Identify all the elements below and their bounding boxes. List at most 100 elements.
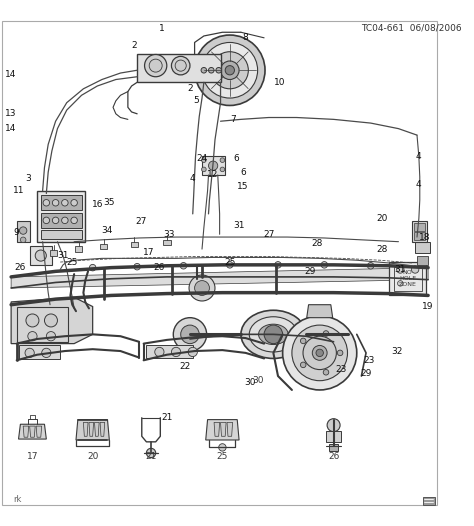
Circle shape bbox=[173, 318, 207, 351]
Circle shape bbox=[411, 266, 419, 273]
Text: rk: rk bbox=[13, 495, 21, 504]
Text: 26: 26 bbox=[15, 263, 26, 272]
Ellipse shape bbox=[241, 310, 306, 358]
Text: 7: 7 bbox=[231, 115, 237, 124]
Bar bbox=[41, 213, 82, 228]
Circle shape bbox=[220, 167, 225, 171]
Circle shape bbox=[201, 167, 206, 171]
Circle shape bbox=[25, 348, 34, 358]
Circle shape bbox=[201, 158, 206, 163]
Text: TC04-661  06/08/2006: TC04-661 06/08/2006 bbox=[361, 23, 462, 32]
Circle shape bbox=[35, 250, 46, 261]
Text: 18: 18 bbox=[419, 232, 430, 241]
Bar bbox=[417, 256, 428, 265]
Bar bbox=[415, 241, 430, 253]
Circle shape bbox=[202, 43, 257, 98]
Bar bbox=[75, 246, 82, 252]
Text: 29: 29 bbox=[305, 267, 316, 276]
Circle shape bbox=[337, 350, 343, 356]
Text: 27: 27 bbox=[135, 217, 146, 226]
Text: 16: 16 bbox=[91, 200, 103, 209]
Polygon shape bbox=[206, 420, 239, 440]
Circle shape bbox=[43, 199, 50, 206]
Circle shape bbox=[220, 61, 239, 79]
Circle shape bbox=[180, 262, 187, 269]
Text: 25: 25 bbox=[217, 452, 228, 461]
Text: 23: 23 bbox=[363, 356, 374, 365]
Circle shape bbox=[220, 158, 225, 163]
Circle shape bbox=[188, 347, 197, 357]
Text: 26: 26 bbox=[154, 263, 165, 272]
Circle shape bbox=[264, 325, 283, 343]
Circle shape bbox=[19, 227, 27, 234]
Polygon shape bbox=[94, 422, 99, 436]
Text: 2: 2 bbox=[187, 84, 193, 93]
Text: 30: 30 bbox=[252, 376, 264, 385]
Text: 21: 21 bbox=[146, 452, 157, 461]
Text: 4: 4 bbox=[416, 180, 422, 189]
Text: 33: 33 bbox=[163, 230, 174, 239]
Text: 25: 25 bbox=[66, 258, 78, 267]
Circle shape bbox=[219, 444, 226, 451]
Circle shape bbox=[301, 362, 306, 368]
Circle shape bbox=[175, 60, 186, 71]
Text: 19: 19 bbox=[422, 302, 434, 311]
Text: 28: 28 bbox=[376, 245, 387, 254]
Text: 3: 3 bbox=[25, 174, 31, 183]
Circle shape bbox=[71, 217, 77, 224]
Bar bbox=[18, 346, 60, 359]
Text: 31: 31 bbox=[233, 220, 245, 229]
Bar bbox=[326, 431, 341, 442]
Polygon shape bbox=[18, 424, 46, 439]
Circle shape bbox=[26, 314, 39, 327]
Text: 35: 35 bbox=[104, 198, 115, 207]
Circle shape bbox=[209, 67, 214, 73]
Circle shape bbox=[283, 316, 357, 390]
Circle shape bbox=[43, 217, 50, 224]
Bar bbox=[146, 346, 193, 358]
Circle shape bbox=[312, 346, 327, 360]
Circle shape bbox=[46, 331, 55, 341]
Text: 29: 29 bbox=[360, 369, 372, 378]
Circle shape bbox=[323, 369, 329, 375]
Bar bbox=[17, 307, 68, 342]
Polygon shape bbox=[11, 268, 428, 288]
Polygon shape bbox=[76, 420, 109, 440]
Text: 4: 4 bbox=[416, 152, 422, 161]
Text: 15: 15 bbox=[237, 181, 248, 190]
Circle shape bbox=[195, 35, 265, 106]
Circle shape bbox=[28, 331, 37, 341]
Polygon shape bbox=[220, 422, 226, 436]
Polygon shape bbox=[30, 426, 35, 437]
Circle shape bbox=[189, 275, 215, 301]
Polygon shape bbox=[83, 422, 88, 436]
Circle shape bbox=[172, 347, 181, 357]
Circle shape bbox=[149, 59, 162, 72]
Text: 17: 17 bbox=[27, 452, 38, 461]
Text: 31: 31 bbox=[57, 251, 69, 260]
Circle shape bbox=[201, 67, 207, 73]
Circle shape bbox=[42, 348, 51, 358]
Circle shape bbox=[181, 325, 199, 343]
Polygon shape bbox=[214, 422, 219, 436]
Circle shape bbox=[52, 199, 59, 206]
Circle shape bbox=[195, 280, 210, 296]
Circle shape bbox=[146, 448, 155, 458]
Ellipse shape bbox=[249, 317, 298, 352]
Bar bbox=[17, 221, 30, 241]
Circle shape bbox=[367, 262, 374, 269]
Circle shape bbox=[397, 266, 404, 273]
Circle shape bbox=[20, 237, 26, 242]
Text: 27: 27 bbox=[263, 230, 274, 239]
Polygon shape bbox=[89, 422, 93, 436]
Circle shape bbox=[134, 264, 140, 270]
Circle shape bbox=[216, 67, 221, 73]
Text: 31: 31 bbox=[394, 265, 406, 274]
Text: 11: 11 bbox=[13, 186, 24, 195]
Circle shape bbox=[275, 261, 281, 268]
Circle shape bbox=[316, 349, 323, 357]
Polygon shape bbox=[36, 426, 42, 437]
Bar bbox=[50, 250, 57, 256]
Circle shape bbox=[225, 66, 235, 75]
Text: 24: 24 bbox=[196, 154, 208, 163]
